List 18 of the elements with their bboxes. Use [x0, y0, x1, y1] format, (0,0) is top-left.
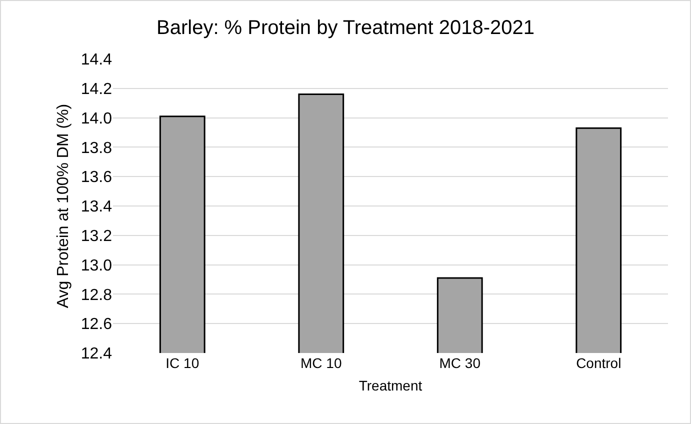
- y-tick-label: 14.4: [80, 52, 112, 69]
- y-tick-label: 13.4: [80, 198, 112, 216]
- y-tick-label: 13.8: [80, 140, 112, 157]
- y-axis-title: Avg Protein at 100% DM (%): [54, 104, 72, 308]
- y-tick-label: 12.6: [80, 316, 112, 334]
- y-tick-label: 12.4: [80, 346, 112, 363]
- x-axis-title: Treatment: [358, 377, 422, 394]
- x-tick-label: Control: [576, 355, 622, 371]
- y-tick-label: 13.2: [80, 228, 112, 245]
- y-tick-label: 14.2: [80, 81, 112, 98]
- y-tick-label: 14.0: [80, 110, 112, 128]
- y-tick-label: 13.0: [80, 257, 112, 274]
- y-tick-label: 12.8: [80, 286, 112, 304]
- y-tick-label: 13.6: [80, 169, 112, 186]
- chart-title: Barley: % Protein by Treatment 2018-2021: [156, 16, 534, 39]
- x-tick-label: IC 10: [166, 355, 200, 371]
- x-tick-label: MC 10: [300, 355, 342, 371]
- x-tick-label: MC 30: [439, 355, 481, 371]
